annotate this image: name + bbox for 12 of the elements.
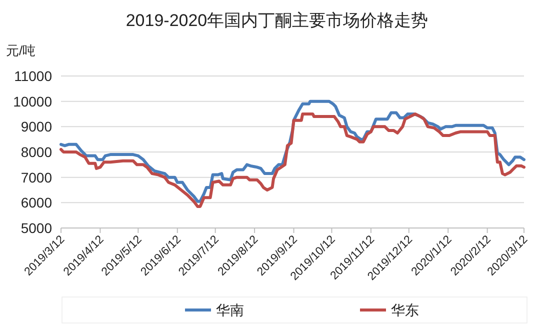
legend-label: 华南 — [216, 302, 244, 318]
y-tick-label: 7000 — [20, 169, 52, 186]
legend-label: 华东 — [391, 302, 419, 318]
y-tick-label: 10000 — [13, 93, 52, 110]
y-axis-title: 元/吨 — [6, 43, 36, 58]
y-tick-label: 8000 — [20, 144, 52, 160]
line-series — [60, 112, 526, 208]
y-tick-label: 11000 — [14, 68, 52, 84]
chart-title: 2019-2020年国内丁酮主要市场价格走势 — [126, 11, 428, 30]
y-tick-label: 6000 — [20, 194, 52, 211]
y-tick-label: 5000 — [20, 220, 52, 236]
y-tick-label: 9000 — [20, 118, 52, 135]
